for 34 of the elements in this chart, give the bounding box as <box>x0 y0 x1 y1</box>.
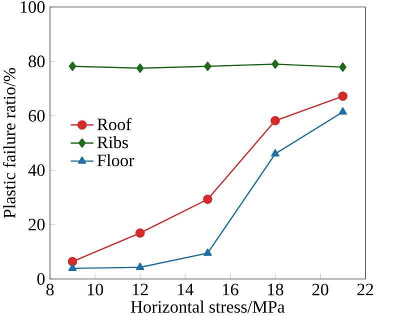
x-tick-label: 20 <box>312 284 328 296</box>
x-tick-label: 10 <box>88 284 104 296</box>
y-tick-label: 100 <box>20 1 45 13</box>
point <box>338 107 347 115</box>
point <box>270 116 280 126</box>
point <box>204 248 212 256</box>
x-tick-label: 18 <box>268 284 284 296</box>
legend-label: Floor <box>97 154 134 166</box>
point <box>68 62 76 71</box>
y-tick-label: 40 <box>28 164 45 176</box>
x-tick-label: 14 <box>178 284 194 296</box>
point <box>339 62 346 72</box>
y-axis-title: Plastic failure ratio/% <box>3 68 16 218</box>
x-tick-label: 22 <box>357 284 374 296</box>
x-tick-label: 8 <box>46 284 54 296</box>
y-tick-label: 20 <box>28 218 45 230</box>
point <box>338 92 348 101</box>
point <box>136 262 144 270</box>
y-tick-label: 60 <box>28 110 45 122</box>
point <box>68 264 77 272</box>
point <box>202 194 212 204</box>
point <box>272 59 279 69</box>
legend-label: Ribs <box>97 136 128 148</box>
point <box>68 256 78 266</box>
point <box>136 64 144 73</box>
point <box>271 149 280 157</box>
y-tick-label: 80 <box>28 56 45 68</box>
x-tick-label: 16 <box>223 284 238 296</box>
x-axis-title: Horizontal stress/MPa <box>130 300 285 313</box>
point <box>204 62 212 71</box>
point <box>135 228 145 238</box>
y-tick-label: 0 <box>37 273 45 285</box>
legend-label: Roof <box>97 118 132 130</box>
x-tick-label: 12 <box>132 284 148 296</box>
